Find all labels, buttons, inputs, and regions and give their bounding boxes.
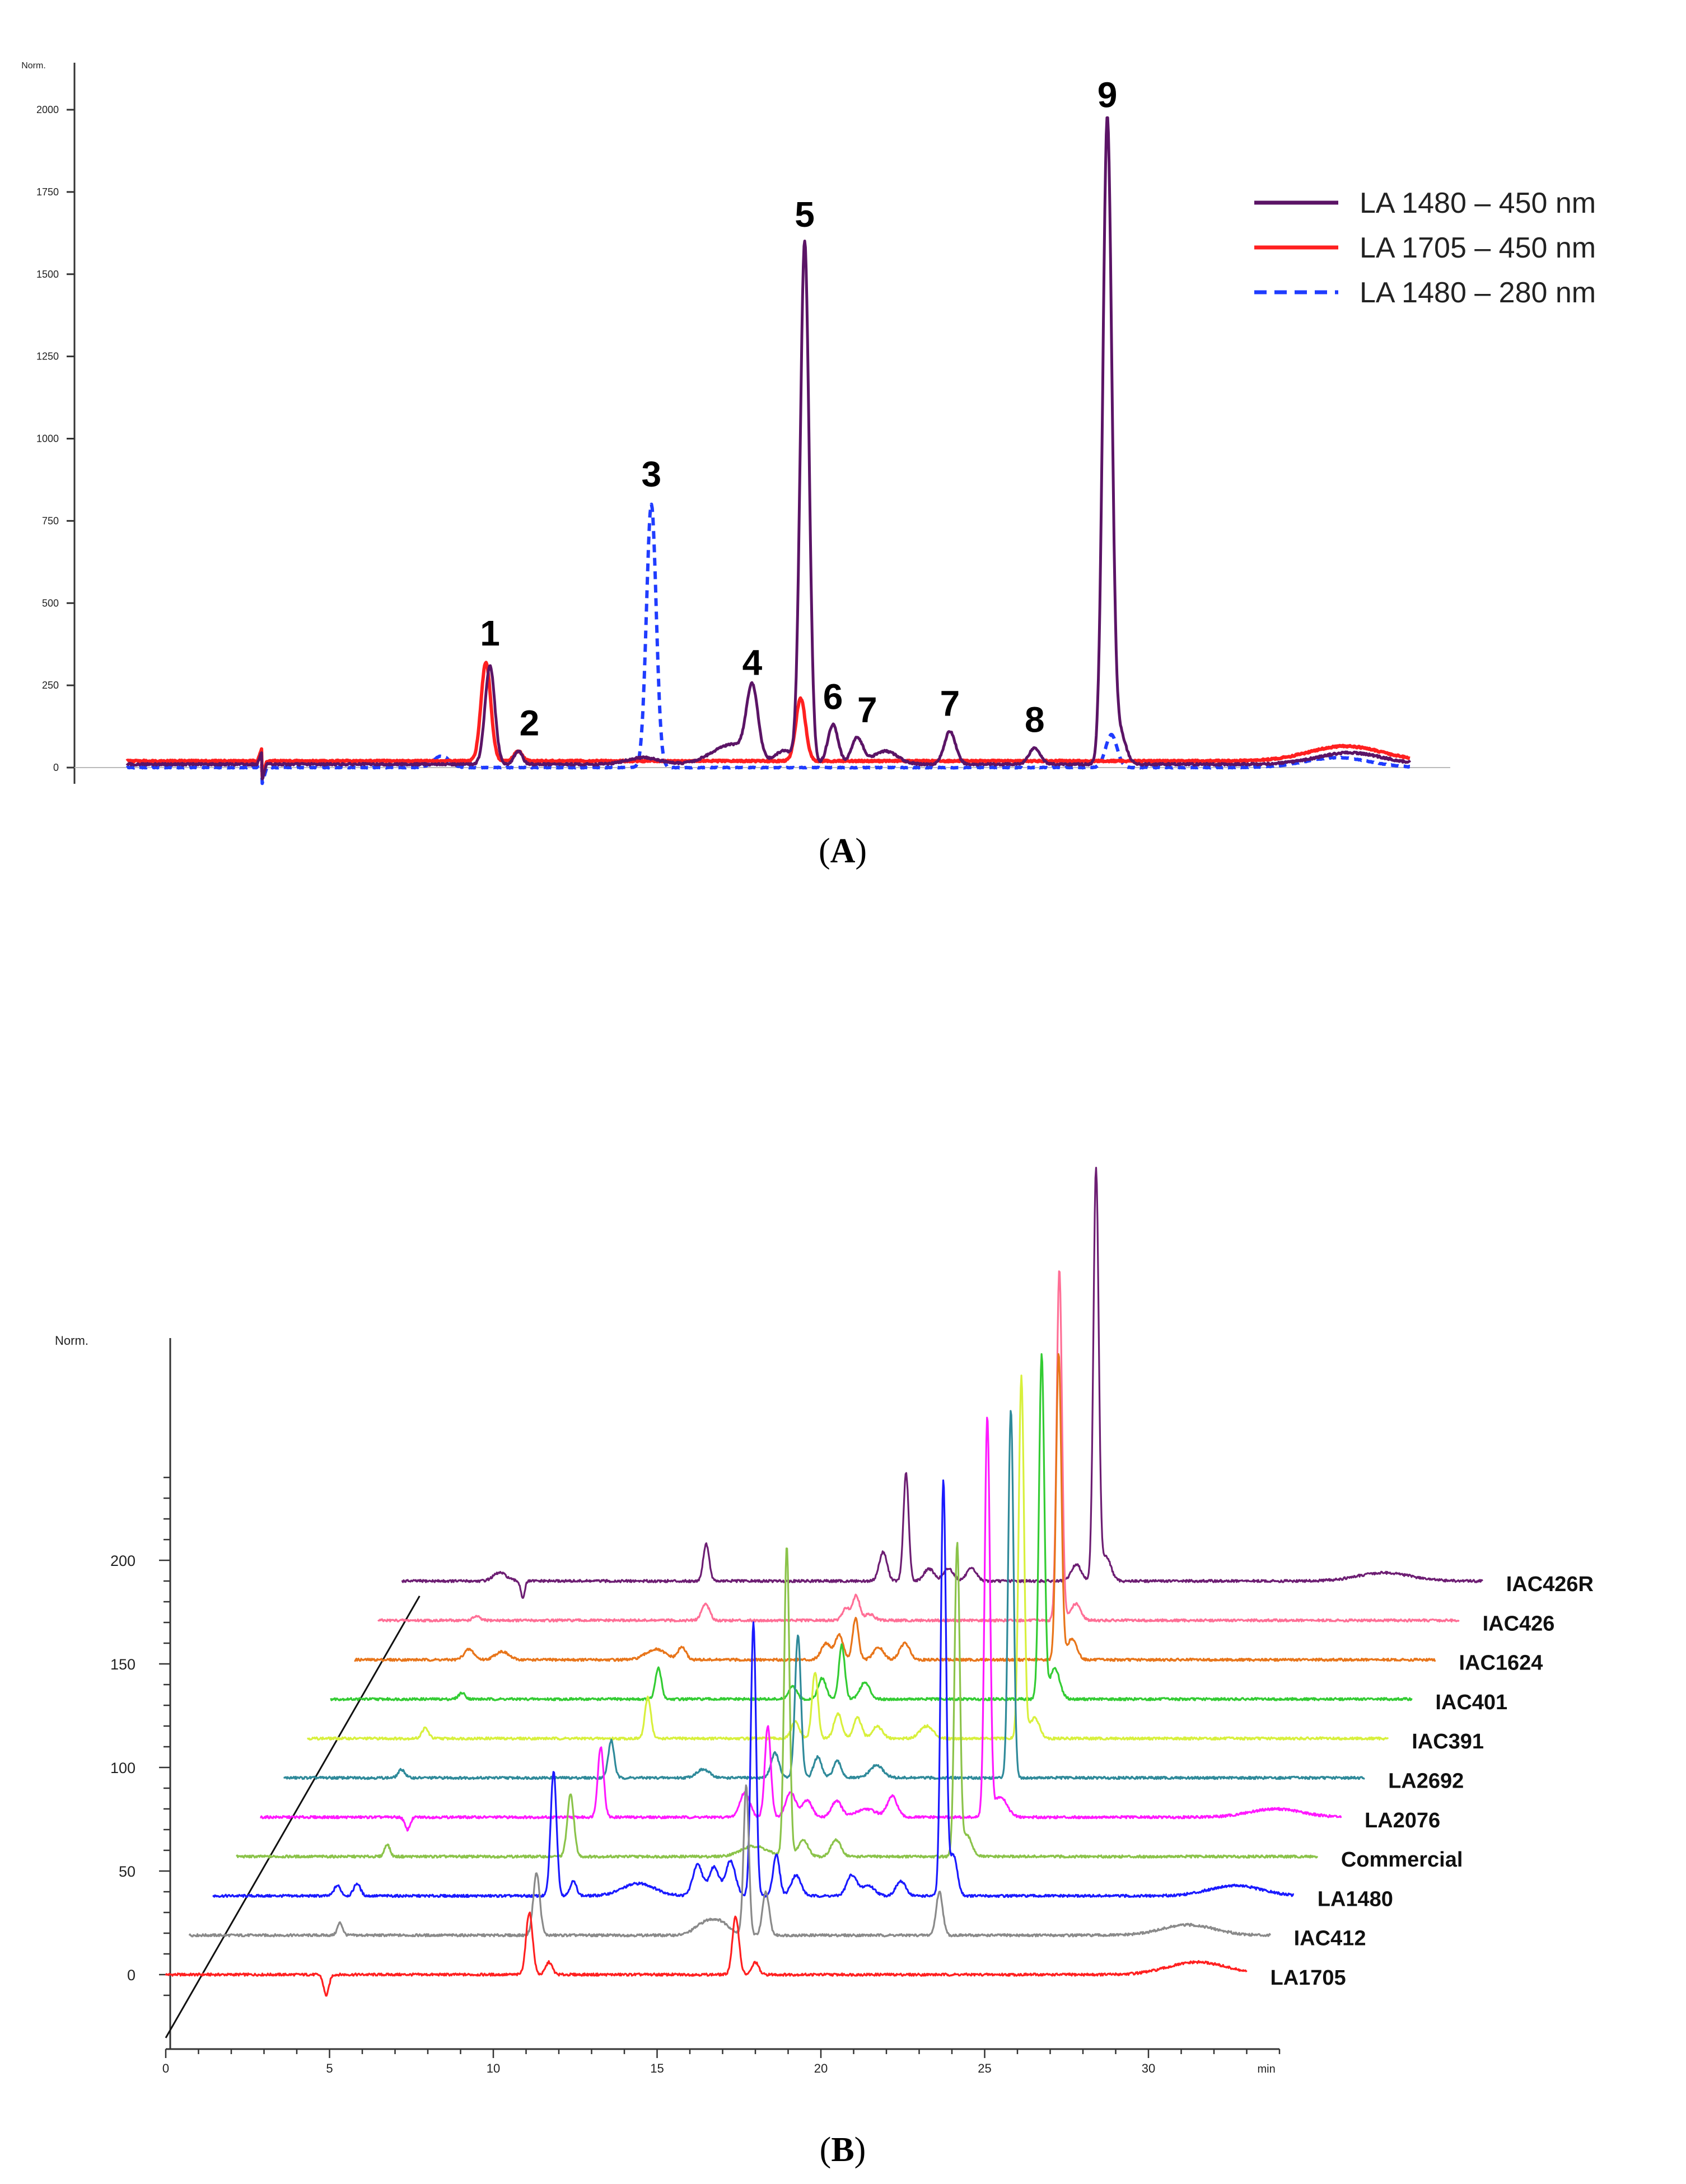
panel-a-legend-label: LA 1480 – 280 nm — [1360, 277, 1596, 309]
panel-a-y-tick-label: 0 — [53, 762, 59, 773]
panel-a-trace-la-1480-450-nm — [125, 116, 1412, 780]
panel-b-y-tick-label: 0 — [127, 1967, 136, 1984]
panel-b-trace-label-la1705: LA1705 — [1271, 1966, 1346, 1990]
panel-b-trace-la2692 — [283, 1410, 1365, 1780]
panel-a-y-unit-label: Norm. — [21, 61, 46, 71]
panel-a-chart: Norm. 0 250 500 750 1000 1250 1500 1750 2000 1 2 3 4… — [21, 61, 1596, 870]
panel-b-trace-la1480 — [212, 1479, 1295, 1898]
panel-a-caption: (A) — [819, 832, 867, 870]
panel-b-trace-label-iac401: IAC401 — [1435, 1691, 1507, 1714]
panel-b-caption-part: ( — [820, 2131, 832, 2169]
panel-b-trace-label-iac391: IAC391 — [1412, 1730, 1484, 1753]
panel-b-trace-la1705 — [165, 1911, 1248, 1997]
panel-a-peak-label: 6 — [823, 677, 843, 717]
panel-b-x-tick-label: 15 — [650, 2061, 664, 2075]
panel-a-peak-label: 1 — [480, 613, 500, 653]
panel-b-trace-iac391 — [307, 1374, 1389, 1741]
panel-b-x-tick-label: 10 — [487, 2061, 500, 2075]
panel-a-legend-label: LA 1705 – 450 nm — [1360, 232, 1596, 264]
panel-b-y-tick-label: 200 — [110, 1552, 136, 1569]
panel-b-x-tick-label: 5 — [326, 2061, 333, 2075]
panel-a-y-tick-label: 1500 — [36, 269, 59, 280]
panel-b-x-tick-label: 20 — [814, 2061, 828, 2075]
panel-a-caption-part: A — [830, 832, 856, 870]
panel-b-x-tick-label: 30 — [1142, 2061, 1155, 2075]
panel-a-y-tick-label: 500 — [42, 597, 59, 609]
panel-b-trace-label-iac1624: IAC1624 — [1459, 1652, 1543, 1675]
panel-b-x-tick-label: 0 — [162, 2061, 169, 2075]
panel-a-peak-label: 8 — [1025, 700, 1045, 740]
panel-a-y-tick-label: 250 — [42, 680, 59, 691]
panel-a-peak-label: 9 — [1097, 75, 1118, 115]
panel-b-trace-iac1624 — [354, 1353, 1436, 1662]
panel-b-caption-part: ) — [854, 2131, 866, 2169]
panel-a-legend-label: LA 1480 – 450 nm — [1360, 187, 1596, 219]
panel-a-peak-label: 2 — [520, 703, 540, 743]
panel-b-trace-label-commercial: Commercial — [1341, 1848, 1463, 1872]
panel-b-trace-label-iac426r: IAC426R — [1506, 1573, 1594, 1596]
panel-a-y-tick-label: 1000 — [36, 433, 59, 445]
panel-b-trace-label-iac426: IAC426 — [1483, 1612, 1555, 1635]
panel-a-peak-label: 7 — [940, 683, 960, 723]
panel-b-x-unit-label: min — [1257, 2063, 1275, 2075]
panel-a-traces — [125, 116, 1412, 785]
panel-b-x-tick-label: 25 — [978, 2061, 991, 2075]
panel-b-trace-label-la2692: LA2692 — [1388, 1770, 1464, 1793]
panel-b-trace-label-la1480: LA1480 — [1318, 1887, 1393, 1911]
panel-b-axes: Norm. 0 50 100 150 200 0 5 10 15 20 25 30 min — [55, 1334, 1281, 2075]
panel-a-y-axis: Norm. 0 250 500 750 1000 1250 1500 1750 2000 — [21, 61, 1450, 784]
panel-a-y-tick-label: 1750 — [36, 186, 59, 198]
panel-a-trace-la-1480-280-nm — [125, 502, 1411, 785]
panel-b-trace-la2076 — [260, 1416, 1342, 1832]
panel-b-chart: Norm. 0 50 100 150 200 0 5 10 15 20 25 30 min IAC426R… — [55, 1167, 1594, 2169]
panel-a-y-tick-label: 750 — [42, 515, 59, 526]
panel-a-peak-label: 4 — [742, 643, 763, 683]
panel-b-trace-iac426 — [377, 1270, 1460, 1623]
panel-b-sample-labels: IAC426R IAC426 IAC1624 IAC401 IAC391 LA2692 LA… — [1271, 1573, 1594, 1990]
panel-b-y-tick-label: 150 — [110, 1656, 136, 1673]
panel-a-peak-label: 5 — [795, 194, 815, 235]
panel-a-legend: LA 1480 – 450 nm LA 1705 – 450 nm LA 1480 … — [1254, 187, 1596, 309]
panel-b-trace-iac412 — [188, 1784, 1272, 1938]
panel-b-caption-part: B — [831, 2131, 854, 2169]
panel-a-caption-part: ) — [855, 832, 867, 870]
panel-b-y-tick-label: 50 — [119, 1863, 136, 1880]
panel-b-trace-commercial — [236, 1542, 1319, 1859]
panel-b-caption: (B) — [820, 2131, 866, 2169]
panel-b-trace-label-iac412: IAC412 — [1294, 1927, 1366, 1951]
panel-a-peak-label: 7 — [857, 690, 877, 730]
panel-b-y-unit-label: Norm. — [55, 1334, 88, 1348]
panel-b-traces — [165, 1167, 1483, 1997]
panel-a-peak-label: 3 — [641, 454, 661, 494]
panel-a-y-tick-label: 1250 — [36, 351, 59, 362]
panel-b-trace-iac401 — [330, 1353, 1413, 1701]
panel-b-trace-label-la2076: LA2076 — [1365, 1809, 1440, 1832]
panel-a-y-tick-label: 2000 — [36, 104, 59, 115]
panel-b-y-tick-label: 100 — [110, 1760, 136, 1776]
panel-a-caption-part: ( — [819, 832, 830, 870]
panel-a-trace-la-1705-450-nm — [125, 661, 1411, 778]
